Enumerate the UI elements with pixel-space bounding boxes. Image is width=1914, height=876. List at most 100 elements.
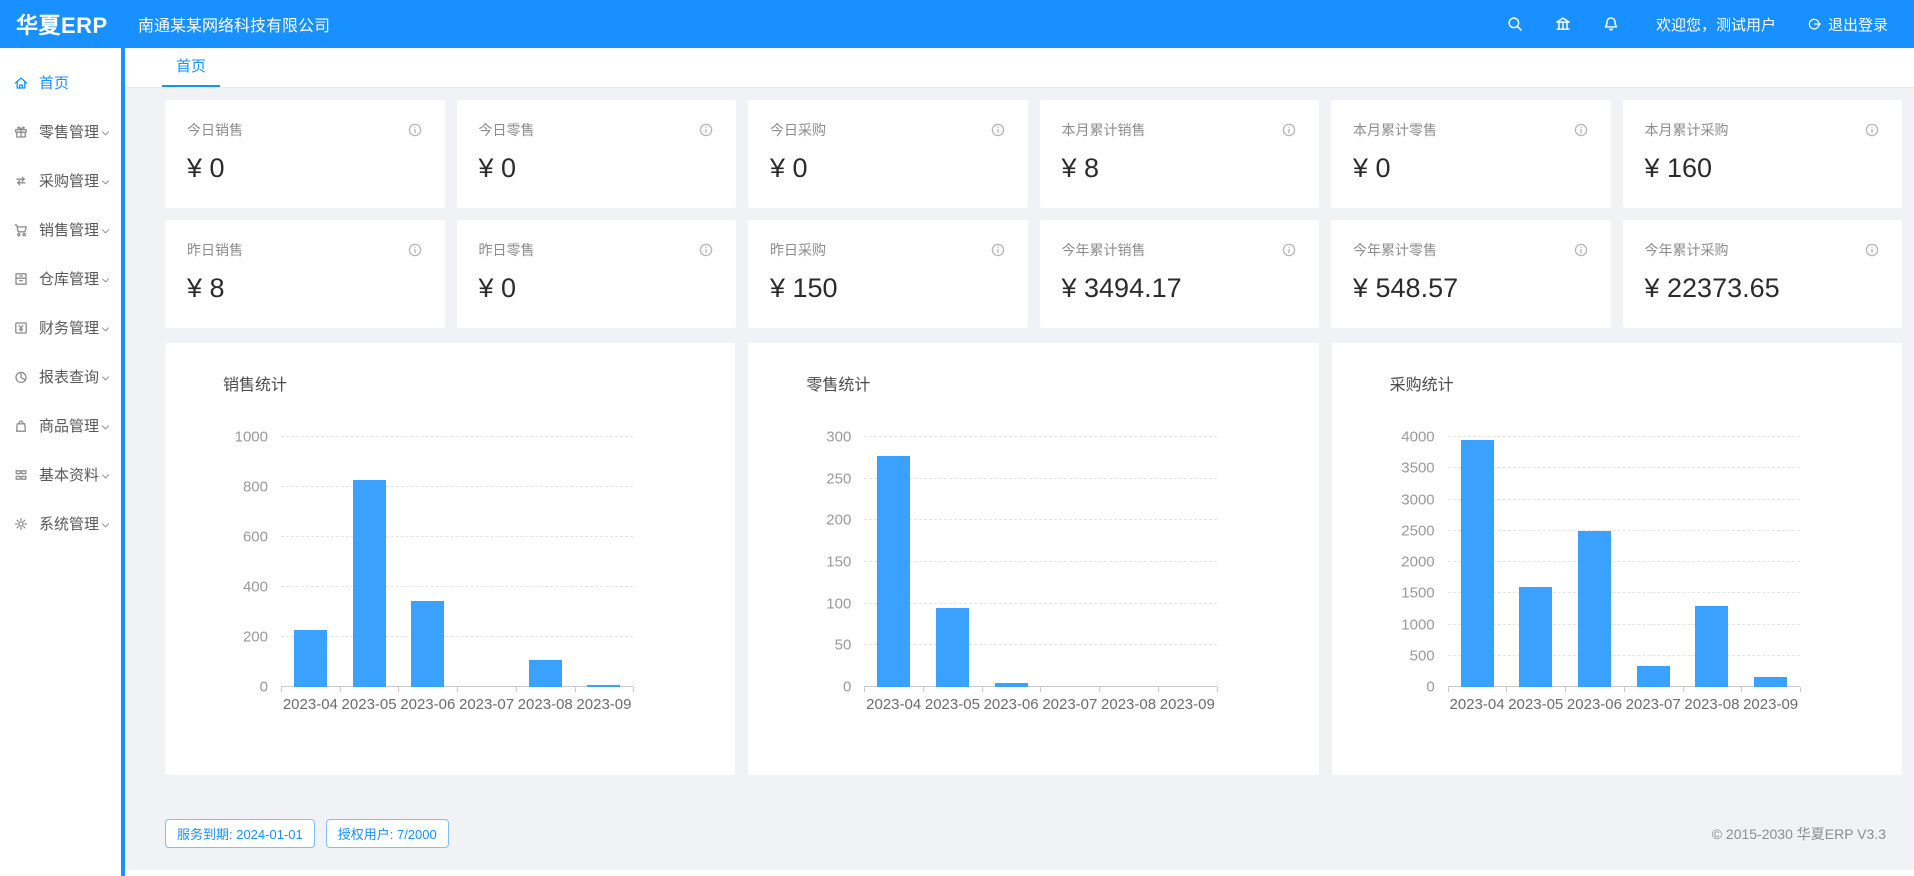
stat-card-title: 今日采购 [770,122,826,138]
info-icon[interactable] [1864,242,1880,258]
info-icon[interactable] [407,122,423,138]
bar-slot [864,437,923,687]
bar-2023-05 [1519,587,1553,687]
bar-2023-04 [877,456,911,687]
stat-card-title: 本月累计零售 [1353,122,1437,138]
stat-card: 昨日采购 ¥ 150 [748,220,1028,328]
stat-card-value: ¥ 0 [187,153,225,183]
stat-card-value: ¥ 8 [187,273,225,303]
y-axis-tick-label: 4000 [1401,428,1435,446]
y-axis-tick-label: 3000 [1401,491,1435,508]
stat-card-title: 今年累计销售 [1061,242,1146,258]
info-icon[interactable] [1573,242,1589,258]
footer: 服务到期: 2024-01-01 授权用户: 7/2000 © 2015-203… [165,819,1886,848]
sidebar-item-system[interactable]: 系统管理 [0,499,121,548]
x-axis-tick-label: 2023-07 [458,696,515,713]
y-axis-tick-label: 0 [842,678,852,696]
stat-card: 本月累计采购 ¥ 160 [1622,100,1902,208]
info-icon[interactable] [407,242,423,258]
chevron-down-icon [100,371,111,382]
y-axis-tick-label: 400 [242,578,268,596]
y-axis-tick-label: 100 [826,595,852,613]
stat-card-title: 今日销售 [187,122,243,138]
info-icon[interactable] [990,242,1006,258]
sidebar-item-products[interactable]: 商品管理 [0,401,121,450]
info-icon[interactable] [698,242,714,258]
stat-card: 本月累计销售 ¥ 8 [1039,100,1319,208]
bell-icon[interactable] [1602,15,1620,33]
chevron-down-icon [100,420,111,431]
sidebar-item-label: 零售管理 [39,124,100,141]
welcome-user[interactable]: 欢迎您，测试用户 [1655,16,1776,34]
x-axis-tick-label: 2023-09 [576,696,632,713]
bar-2023-07 [1636,666,1670,687]
sidebar-item-warehouse[interactable]: 仓库管理 [0,254,121,303]
cart-icon [13,222,29,238]
logout-button[interactable]: 退出登录 [1806,14,1888,35]
money-icon [13,320,29,336]
pie-chart-icon [13,369,29,385]
info-icon[interactable] [1281,242,1297,258]
info-icon[interactable] [990,122,1006,138]
sidebar-item-reports[interactable]: 报表查询 [0,352,121,401]
stat-card-title: 本月累计销售 [1061,122,1146,138]
bar-slot [1506,437,1565,687]
bar-slot [982,437,1041,687]
sidebar-item-sales[interactable]: 销售管理 [0,205,121,254]
bar-slot [923,437,982,687]
stat-card: 今年累计采购 ¥ 22373.65 [1622,220,1902,328]
y-axis-tick-label: 0 [259,678,268,696]
gear-icon [13,516,29,532]
bar-slot [1624,437,1683,687]
sidebar-item-label: 商品管理 [39,418,100,435]
sidebar-item-finance[interactable]: 财务管理 [0,303,121,352]
bag-icon [13,418,29,434]
bar-2023-05 [352,479,386,687]
chart-panel-sales: 销售统计 0 200 400 600 800 1000 2023-04 2023-05 2023-… [165,343,736,775]
bar-2023-04 [1460,440,1494,687]
bar-2023-09 [1754,677,1788,687]
gift-icon [13,124,29,140]
stat-card-title: 今年累计采购 [1644,242,1729,258]
stat-card-value: ¥ 0 [478,153,517,183]
stat-card-value: ¥ 150 [770,273,838,303]
info-icon[interactable] [698,122,714,138]
charts-row: 销售统计 0 200 400 600 800 1000 2023-04 2023-05 2023-… [165,343,1902,775]
y-axis-tick-label: 200 [242,628,268,646]
info-icon[interactable] [1281,122,1297,138]
y-axis-tick-label: 600 [242,528,268,546]
stat-card: 今日零售 ¥ 0 [456,100,736,208]
y-axis-tick-label: 300 [826,428,852,446]
sidebar-item-label: 系统管理 [39,516,100,533]
stat-card-value: ¥ 0 [770,153,808,183]
bar-slot [457,437,516,687]
search-icon[interactable] [1506,15,1524,33]
y-axis-tick-label: 800 [242,478,268,496]
chart-title: 采购统计 [1389,377,1454,394]
chevron-down-icon [100,273,111,284]
tab-home[interactable]: 首页 [162,46,221,87]
chevron-down-icon [100,469,111,480]
licensed-users-badge: 授权用户: 7/2000 [325,819,449,848]
stat-card-value: ¥ 0 [478,273,517,303]
x-axis-tick-label: 2023-04 [1449,696,1505,713]
sidebar-item-purchase[interactable]: 采购管理 [0,156,121,205]
bar-chart-retail: 0 50 100 150 200 250 300 [826,429,1218,696]
y-axis-tick-label: 1500 [1401,584,1435,602]
sidebar-item-home[interactable]: 首页 [0,58,121,107]
stat-card-title: 今年累计零售 [1353,242,1437,258]
bar-slot [281,437,340,687]
x-axis-tick-label: 2023-05 [341,696,397,713]
sidebar-item-basic[interactable]: 基本资料 [0,450,121,499]
x-axis-tick-label: 2023-08 [517,696,573,713]
stat-card-value: ¥ 3494.17 [1061,273,1182,303]
sidebar-item-retail[interactable]: 零售管理 [0,107,121,156]
info-icon[interactable] [1864,122,1880,138]
bar-slot [1741,437,1800,687]
bank-icon[interactable] [1554,15,1572,33]
stat-card: 昨日零售 ¥ 0 [456,220,736,328]
company-name: 南通某某网络科技有限公司 [138,18,331,35]
info-icon[interactable] [1573,122,1589,138]
x-axis-tick-label: 2023-04 [282,696,338,713]
